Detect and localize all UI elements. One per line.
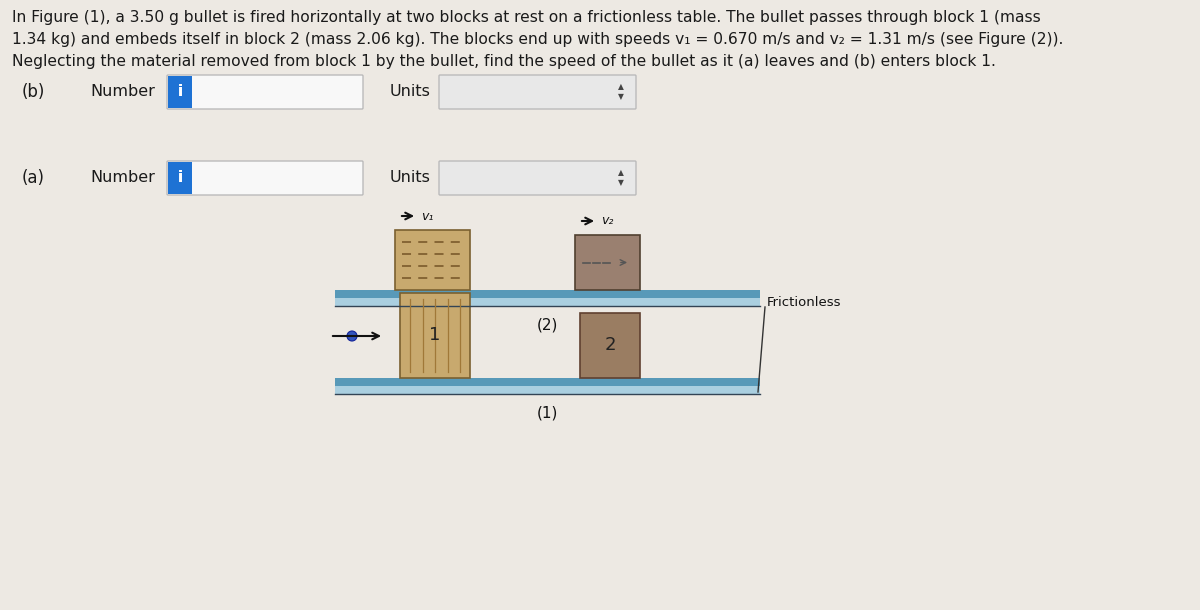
Text: Frictionless: Frictionless — [767, 296, 841, 309]
Text: v₁: v₁ — [421, 209, 433, 223]
Bar — [335, 378, 760, 386]
Text: ▼: ▼ — [618, 93, 624, 101]
Text: 2: 2 — [605, 337, 616, 354]
FancyBboxPatch shape — [439, 75, 636, 109]
Text: (2): (2) — [536, 318, 558, 333]
Bar — [335, 298, 760, 306]
Text: 1: 1 — [430, 326, 440, 345]
FancyBboxPatch shape — [167, 161, 364, 195]
Bar — [395, 230, 470, 290]
Text: (a): (a) — [22, 169, 46, 187]
Bar — [335, 290, 760, 298]
Bar — [400, 293, 470, 378]
Text: (b): (b) — [22, 83, 46, 101]
Text: i: i — [178, 85, 182, 99]
Text: ▲: ▲ — [618, 168, 624, 178]
Text: In Figure (1), a 3.50 g bullet is fired horizontally at two blocks at rest on a : In Figure (1), a 3.50 g bullet is fired … — [12, 10, 1040, 25]
Text: 1.34 kg) and embeds itself in block 2 (mass 2.06 kg). The blocks end up with spe: 1.34 kg) and embeds itself in block 2 (m… — [12, 32, 1063, 47]
Text: Number: Number — [90, 85, 155, 99]
Bar — [168, 76, 192, 108]
Text: Neglecting the material removed from block 1 by the bullet, find the speed of th: Neglecting the material removed from blo… — [12, 54, 996, 69]
Bar — [335, 386, 760, 394]
Text: i: i — [178, 85, 182, 99]
Bar — [575, 235, 640, 290]
Text: ▲: ▲ — [618, 82, 624, 92]
FancyBboxPatch shape — [167, 75, 364, 109]
Text: Number: Number — [90, 171, 155, 185]
Bar — [168, 162, 192, 194]
Text: Units: Units — [390, 85, 431, 99]
Circle shape — [347, 331, 358, 341]
Text: i: i — [178, 171, 182, 185]
Text: Units: Units — [390, 171, 431, 185]
FancyBboxPatch shape — [439, 161, 636, 195]
Text: (1): (1) — [536, 406, 558, 421]
Bar — [168, 76, 192, 108]
Text: i: i — [178, 171, 182, 185]
Bar — [580, 313, 640, 378]
Bar — [168, 162, 192, 194]
Text: ▼: ▼ — [618, 179, 624, 187]
Text: v₂: v₂ — [601, 215, 613, 228]
